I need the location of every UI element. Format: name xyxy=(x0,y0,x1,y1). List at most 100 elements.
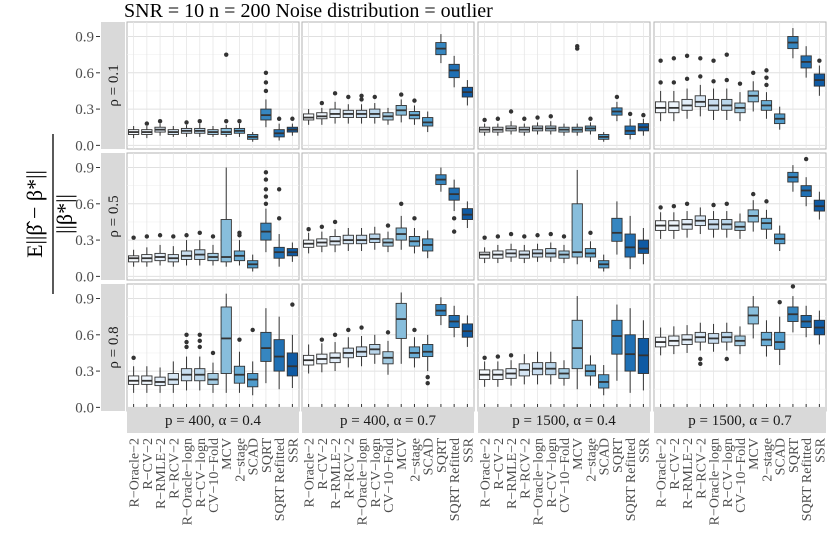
outlier-point xyxy=(184,233,189,238)
box-R−RCV−2 xyxy=(342,94,354,124)
box-R−RCV−2 xyxy=(694,207,706,235)
row-strip-0 xyxy=(101,22,125,149)
outlier-point xyxy=(263,170,269,175)
box-SQRT Refitted xyxy=(448,55,460,88)
box-SQRT Refitted xyxy=(273,316,285,390)
category-label: R−RCV−2 xyxy=(167,438,182,499)
outlier-point xyxy=(482,235,487,240)
outlier-point xyxy=(263,88,269,94)
outlier-point xyxy=(332,332,338,337)
box-R−Oracle−logn xyxy=(355,325,368,367)
box-R−RCV−2 xyxy=(518,354,530,385)
outlier-point xyxy=(482,117,487,123)
category-label: R−RMLE−2 xyxy=(154,438,169,509)
box-iqr xyxy=(774,331,786,350)
box-SSR xyxy=(637,320,649,391)
category-label: R−Oracle−2 xyxy=(128,438,143,507)
category-label: SQRT xyxy=(435,438,450,473)
category-label: SSR xyxy=(637,437,652,463)
outlier-point xyxy=(698,74,703,79)
box-iqr xyxy=(624,334,636,372)
outlier-point xyxy=(276,116,282,121)
row-strip-2 xyxy=(101,284,125,411)
outlier-point xyxy=(684,201,690,206)
category-label: 2−stage xyxy=(233,438,248,482)
box-R−RMLE−2 xyxy=(329,91,341,124)
outlier-point xyxy=(359,325,364,330)
box-R−CV−2 xyxy=(668,204,680,239)
y-tick-label: 0.0 xyxy=(75,400,94,416)
box-SSR xyxy=(813,310,825,345)
box-R−RCV−2 xyxy=(167,234,179,267)
column-strip-label-0: p = 400, α = 0.4 xyxy=(165,413,262,429)
box-R−Oracle−2 xyxy=(128,126,140,139)
outlier-point xyxy=(224,118,229,124)
box-SQRT Refitted xyxy=(624,308,636,393)
box-R−RMLE−2 xyxy=(154,233,166,266)
outlier-point xyxy=(346,327,351,333)
box-R−Oracle−2 xyxy=(655,58,667,122)
box-R−CV−logn xyxy=(545,351,557,385)
outlier-point xyxy=(575,43,580,49)
outlier-point xyxy=(658,80,663,85)
outlier-point xyxy=(724,52,729,57)
box-CV−10−Fold xyxy=(558,360,570,386)
category-label: R−Oracle−logn xyxy=(532,438,547,525)
outlier-point xyxy=(319,337,325,342)
category-label: R−RCV−2 xyxy=(518,438,533,499)
outlier-point xyxy=(588,230,593,236)
outlier-point xyxy=(641,112,646,118)
outlier-point xyxy=(522,116,527,121)
category-label: R−Oracle−logn xyxy=(181,438,196,525)
box-R−Oracle−logn xyxy=(707,202,720,238)
box-R−Oracle−logn xyxy=(707,58,720,120)
box-R−CV−2 xyxy=(316,224,328,253)
box-iqr xyxy=(571,319,583,370)
box-SQRT Refitted xyxy=(800,305,812,338)
box-iqr xyxy=(273,339,285,372)
box-R−CV−2 xyxy=(492,116,504,136)
outlier-point xyxy=(290,302,295,307)
panel-r1-c2 xyxy=(477,152,651,281)
outlier-point xyxy=(237,337,242,342)
box-SSR xyxy=(461,201,473,228)
outlier-point xyxy=(372,94,377,100)
box-2−stage xyxy=(584,355,597,386)
outlier-point xyxy=(698,56,703,61)
column-strip-label-3: p = 1500, α = 0.7 xyxy=(688,413,792,429)
y-axis-label-denominator: ||β*|| xyxy=(52,194,77,234)
column-strip-3 xyxy=(654,407,826,433)
category-label: 2−stage xyxy=(760,438,775,482)
box-CV−10−Fold xyxy=(734,81,746,122)
box-R−CV−logn xyxy=(194,230,206,266)
box-iqr xyxy=(220,219,232,263)
box-SQRT xyxy=(611,304,623,381)
outlier-point xyxy=(157,233,163,238)
outlier-point xyxy=(548,231,553,237)
outlier-point xyxy=(535,233,540,238)
outlier-point xyxy=(508,109,514,114)
box-R−Oracle−logn xyxy=(355,93,368,124)
y-tick-label: 0.9 xyxy=(75,161,94,177)
box-iqr xyxy=(260,331,272,362)
box-SCAD xyxy=(598,254,610,272)
outlier-point xyxy=(263,177,269,182)
outlier-point xyxy=(627,111,633,117)
outlier-point xyxy=(319,224,325,229)
box-SCAD xyxy=(247,132,259,142)
outlier-point xyxy=(764,75,769,80)
box-R−RCV−2 xyxy=(694,322,706,367)
box-R−RMLE−2 xyxy=(505,353,517,386)
outlier-point xyxy=(263,80,269,85)
category-label: SCAD xyxy=(774,438,789,475)
y-tick-label: 0.6 xyxy=(75,66,94,82)
panel-r0-c1 xyxy=(301,21,475,150)
outlier-point xyxy=(131,355,136,360)
panel-r0-c0 xyxy=(126,21,300,150)
category-label: R−RMLE−2 xyxy=(329,438,344,509)
box-R−Oracle−2 xyxy=(303,344,315,374)
box-2−stage xyxy=(408,216,421,254)
box-R−CV−logn xyxy=(369,334,381,364)
box-2−stage xyxy=(233,337,246,393)
outlier-point xyxy=(495,116,501,121)
